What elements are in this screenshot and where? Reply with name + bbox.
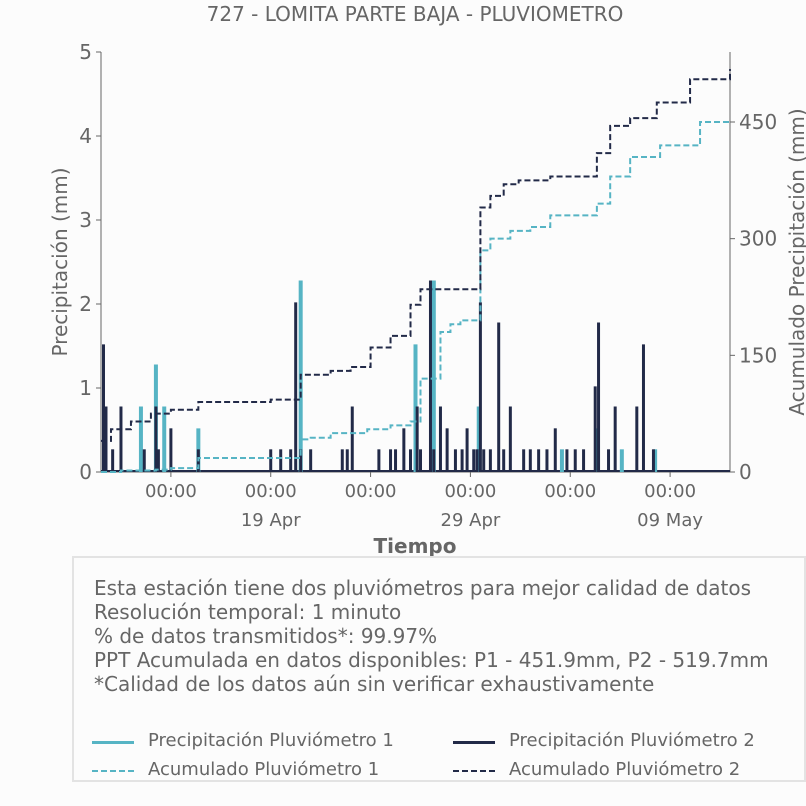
info-line-resolution: Resolución temporal: 1 minuto <box>94 600 402 624</box>
x-tick-label: 00:00 <box>145 481 197 502</box>
precipitation-chart: 727 - LOMITA PARTE BAJA - PLUVIOMETRO 0 1… <box>48 2 806 556</box>
y-tick-label: 1 <box>79 376 92 400</box>
y-axis-label: Precipitación (mm) <box>48 167 72 356</box>
y-tick-label: 4 <box>79 124 92 148</box>
x-tick-label: 00:00 <box>644 481 696 502</box>
legend-item-accum-p2: Acumulado Pluviómetro 2 <box>453 759 740 781</box>
legend-item-precip-p1: Precipitación Pluviómetro 1 <box>92 730 394 752</box>
legend-swatch <box>92 770 134 772</box>
x-tick-label: 00:00 <box>444 481 496 502</box>
x-tick-label: 00:00 <box>245 481 297 502</box>
y-tick-label: 3 <box>79 208 92 232</box>
info-line-accumulated: PPT Acumulada en datos disponibles: P1 -… <box>94 648 769 672</box>
y-right-tick-label: 0 <box>739 460 752 484</box>
x-tick-date-label: 29 Apr <box>441 510 501 531</box>
legend-swatch <box>92 741 134 744</box>
x-tick-label: 00:00 <box>345 481 397 502</box>
x-axis-label: Tiempo <box>374 534 457 556</box>
x-tick-date-label: 09 May <box>637 510 703 531</box>
info-line-quality: *Calidad de los datos aún sin verificar … <box>94 672 655 696</box>
accumulated-line-2 <box>101 69 731 442</box>
info-line-transmitted: % de datos transmitidos*: 99.97% <box>94 624 438 648</box>
y-axis-right-label: Acumulado Precipitación (mm) <box>785 108 806 415</box>
accumulated-line-1 <box>101 120 731 473</box>
x-tick-label: 00:00 <box>544 481 596 502</box>
y-right-tick-label: 300 <box>739 227 777 251</box>
info-lines: Esta estación tiene dos pluviómetros par… <box>94 576 769 696</box>
legend-item-precip-p2: Precipitación Pluviómetro 2 <box>453 730 755 752</box>
legend-swatch <box>453 741 495 744</box>
info-line-stations: Esta estación tiene dos pluviómetros par… <box>94 576 752 600</box>
y-tick-label: 2 <box>79 292 92 316</box>
y-right-tick-label: 450 <box>739 110 777 134</box>
y-right-tick-label: 150 <box>739 343 777 367</box>
legend-label: Acumulado Pluviómetro 1 <box>148 759 380 780</box>
y-tick-label: 5 <box>79 40 92 64</box>
station-info-box: Esta estación tiene dos pluviómetros par… <box>72 556 806 782</box>
y-tick-label: 0 <box>79 460 92 484</box>
legend-label: Precipitación Pluviómetro 2 <box>509 730 755 751</box>
legend-label: Acumulado Pluviómetro 2 <box>509 759 741 780</box>
legend-swatch <box>453 770 495 772</box>
chart-title: 727 - LOMITA PARTE BAJA - PLUVIOMETRO <box>207 2 624 26</box>
legend-label: Precipitación Pluviómetro 1 <box>148 730 394 751</box>
legend-item-accum-p1: Acumulado Pluviómetro 1 <box>92 759 379 781</box>
x-tick-date-label: 19 Apr <box>241 510 301 531</box>
